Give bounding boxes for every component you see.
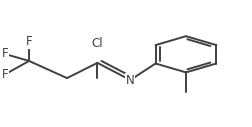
Text: Cl: Cl xyxy=(91,37,103,50)
Text: N: N xyxy=(125,74,134,86)
Text: F: F xyxy=(2,68,8,81)
Text: F: F xyxy=(2,47,8,60)
Text: F: F xyxy=(26,35,32,48)
